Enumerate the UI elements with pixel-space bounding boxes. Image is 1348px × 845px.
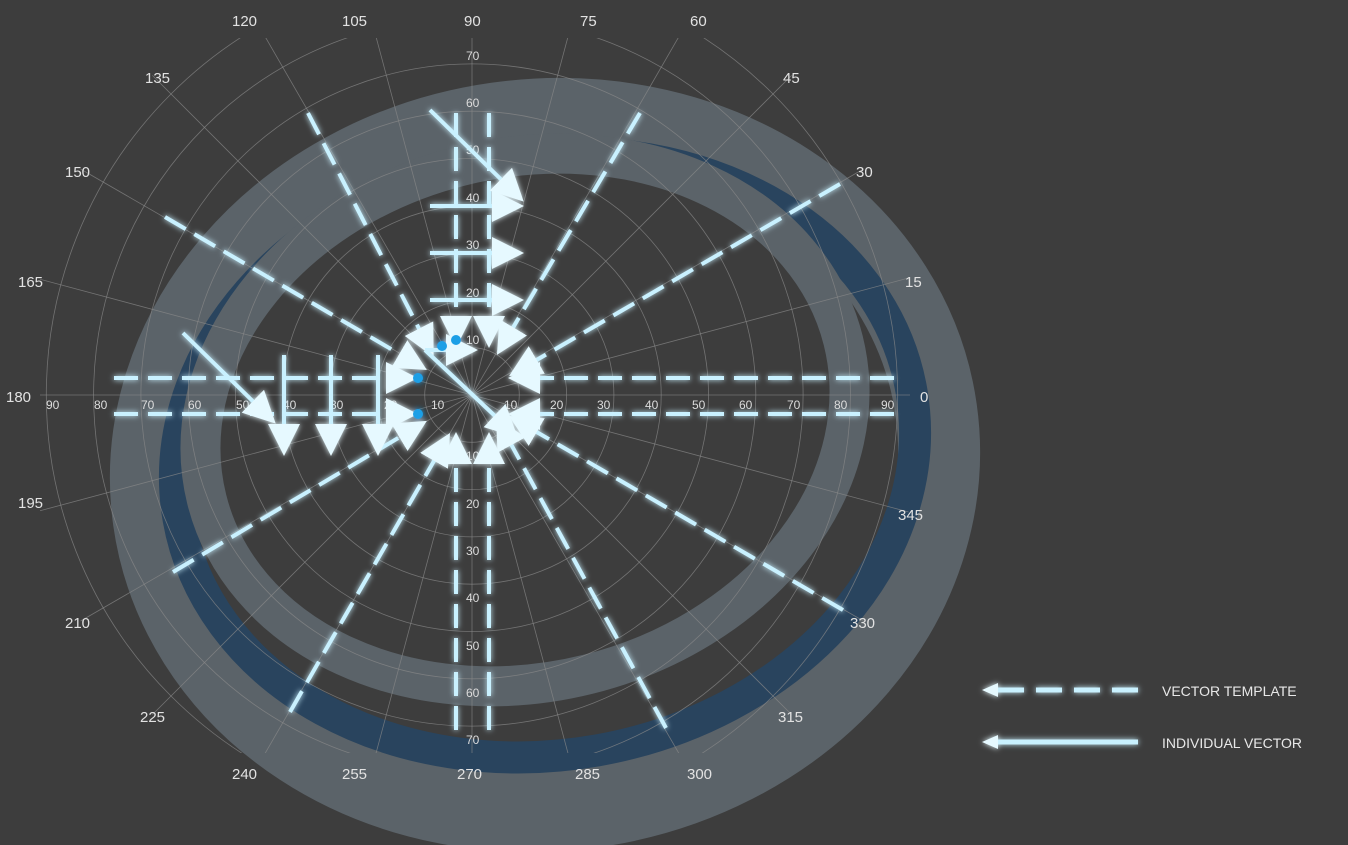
tick-down-50: 50 xyxy=(466,639,480,653)
template-vector xyxy=(496,111,642,355)
template-vector xyxy=(288,433,450,713)
deg-label-270: 270 xyxy=(457,766,482,783)
deg-label-105: 105 xyxy=(342,13,367,30)
template-vector xyxy=(306,112,434,358)
legend xyxy=(982,683,1138,749)
tick-up-30: 30 xyxy=(466,238,480,252)
tick-right-50: 50 xyxy=(692,398,706,412)
deg-label-300: 300 xyxy=(687,766,712,783)
tick-left-60: 60 xyxy=(188,398,202,412)
deg-label-315: 315 xyxy=(778,709,803,726)
tick-up-40: 40 xyxy=(466,191,480,205)
tick-down-60: 60 xyxy=(466,686,480,700)
template-vector xyxy=(163,215,427,371)
vector-origin-dot xyxy=(451,335,461,345)
tick-left-50: 50 xyxy=(236,398,250,412)
deg-label-30: 30 xyxy=(856,164,873,181)
deg-label-195: 195 xyxy=(18,495,43,512)
deg-label-285: 285 xyxy=(575,766,600,783)
tick-up-70: 70 xyxy=(466,49,480,63)
tick-right-10: 10 xyxy=(504,398,518,412)
tick-right-90: 90 xyxy=(881,398,895,412)
legend-label-template: VECTOR TEMPLATE xyxy=(1162,683,1297,699)
vector-origin-dot xyxy=(413,409,423,419)
vector-overlay xyxy=(114,108,894,730)
tick-right-70: 70 xyxy=(787,398,801,412)
individual-vector xyxy=(423,348,518,438)
tick-left-80: 80 xyxy=(94,398,108,412)
template-vector xyxy=(509,182,842,377)
tick-up-20: 20 xyxy=(466,286,480,300)
perimeter-labels: 0 15 30 45 60 75 90 105 120 135 150 165 … xyxy=(6,13,928,783)
legend-arrowhead-dashed xyxy=(982,683,998,697)
deg-label-135: 135 xyxy=(145,70,170,87)
template-vector xyxy=(496,416,668,729)
legend-label-individual: INDIVIDUAL VECTOR xyxy=(1162,735,1302,751)
tick-down-10: 10 xyxy=(466,449,480,463)
grid-spoke xyxy=(471,394,569,753)
tick-left-90: 90 xyxy=(46,398,60,412)
tick-left-10: 10 xyxy=(431,398,445,412)
template-vector xyxy=(509,415,845,612)
vector-origin-dot xyxy=(413,373,423,383)
individual-vector xyxy=(428,108,524,202)
tick-right-20: 20 xyxy=(550,398,564,412)
legend-item-template xyxy=(982,683,1138,697)
tick-right-40: 40 xyxy=(645,398,659,412)
deg-label-15: 15 xyxy=(905,274,922,291)
tick-right-30: 30 xyxy=(597,398,611,412)
deg-label-120: 120 xyxy=(232,13,257,30)
deg-label-165: 165 xyxy=(18,274,43,291)
tick-left-30: 30 xyxy=(330,398,344,412)
tick-left-20: 20 xyxy=(384,398,398,412)
deg-label-180: 180 xyxy=(6,389,31,406)
tick-down-20: 20 xyxy=(466,497,480,511)
vector-origin-dot xyxy=(437,341,447,351)
tick-down-40: 40 xyxy=(466,591,480,605)
tick-left-40: 40 xyxy=(283,398,297,412)
deg-label-345: 345 xyxy=(898,507,923,524)
deg-label-150: 150 xyxy=(65,164,90,181)
deg-label-225: 225 xyxy=(140,709,165,726)
tick-down-70: 70 xyxy=(466,733,480,747)
deg-label-330: 330 xyxy=(850,615,875,632)
legend-item-individual xyxy=(982,735,1138,749)
deg-label-255: 255 xyxy=(342,766,367,783)
individual-vector xyxy=(181,331,276,424)
deg-label-90: 90 xyxy=(464,13,481,30)
band-mid-gray xyxy=(180,133,870,707)
tick-left-70: 70 xyxy=(141,398,155,412)
tick-right-80: 80 xyxy=(834,398,848,412)
grid-spoke xyxy=(375,394,473,753)
deg-label-210: 210 xyxy=(65,615,90,632)
tick-down-30: 30 xyxy=(466,544,480,558)
field-bands xyxy=(109,77,981,845)
band-outer-gray xyxy=(109,77,981,845)
grid-spoke xyxy=(265,38,473,396)
deg-label-75: 75 xyxy=(580,13,597,30)
deg-label-0: 0 xyxy=(920,389,928,406)
deg-label-45: 45 xyxy=(783,70,800,87)
tick-up-10: 10 xyxy=(466,333,480,347)
legend-arrowhead-solid xyxy=(982,735,998,749)
deg-label-60: 60 xyxy=(690,13,707,30)
tick-up-60: 60 xyxy=(466,96,480,110)
tick-right-60: 60 xyxy=(739,398,753,412)
deg-label-240: 240 xyxy=(232,766,257,783)
